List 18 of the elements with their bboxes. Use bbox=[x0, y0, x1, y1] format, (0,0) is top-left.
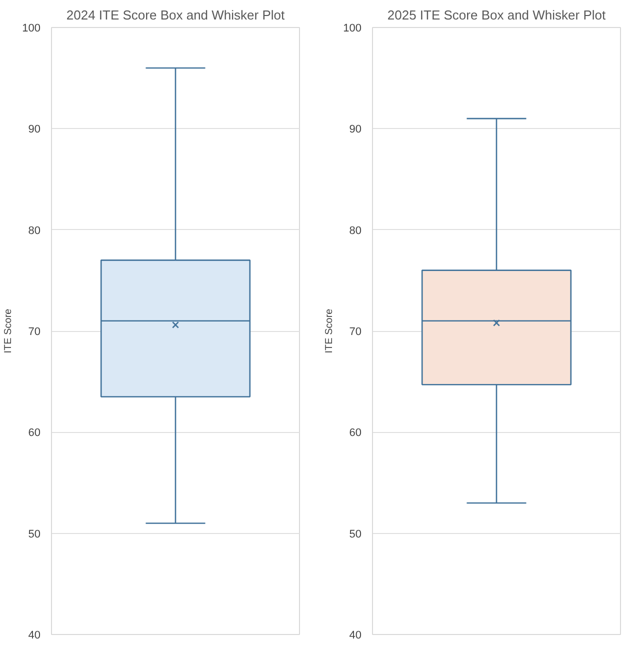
y-axis-title: ITE Score bbox=[3, 308, 14, 354]
chart-title: 2024 ITE Score Box and Whisker Plot bbox=[66, 8, 285, 22]
y-tick-label: 90 bbox=[349, 124, 362, 136]
y-tick-label: 90 bbox=[28, 124, 41, 136]
y-tick-label: 40 bbox=[28, 630, 41, 642]
y-tick-label: 100 bbox=[343, 22, 362, 34]
y-tick-label: 80 bbox=[28, 224, 41, 237]
chart-title: 2025 ITE Score Box and Whisker Plot bbox=[387, 8, 606, 22]
y-tick-label: 60 bbox=[28, 427, 41, 440]
y-tick-label: 50 bbox=[349, 528, 362, 540]
y-tick-label: 100 bbox=[22, 22, 41, 34]
y-tick-label: 40 bbox=[349, 630, 362, 642]
y-tick-label: 60 bbox=[349, 427, 362, 440]
y-tick-label: 70 bbox=[28, 326, 41, 338]
y-tick-label: 80 bbox=[349, 224, 362, 237]
y-axis-title: ITE Score bbox=[324, 308, 336, 354]
y-tick-label: 70 bbox=[349, 326, 362, 338]
y-tick-label: 50 bbox=[28, 528, 41, 540]
